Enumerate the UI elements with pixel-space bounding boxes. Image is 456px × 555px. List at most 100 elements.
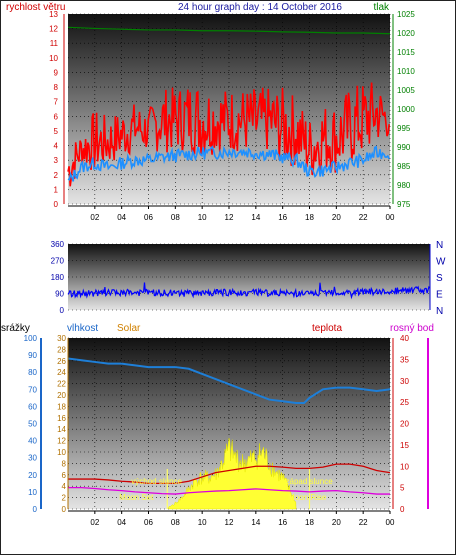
climate-x-tick-label: 04 xyxy=(117,518,126,527)
pressure-tick-label: 985 xyxy=(397,162,411,171)
pressure-tick-label: 1025 xyxy=(397,10,415,19)
humidity-tick-label: 40 xyxy=(28,437,37,446)
humidity-tick-label: 70 xyxy=(28,385,37,394)
wind-direction-line xyxy=(67,282,431,300)
rain-axis-label: srážky xyxy=(1,323,30,334)
temperature-tick-label: 5 xyxy=(400,484,405,493)
dew-point-line xyxy=(68,486,390,495)
pressure-tick-label: 1000 xyxy=(397,105,415,114)
rain-tick-label: 14 xyxy=(57,425,66,434)
wind-x-tick-label: 02 xyxy=(90,213,99,222)
compass-label: S xyxy=(436,273,443,284)
pressure-tick-label: 980 xyxy=(397,181,411,190)
wind-x-tick-label: 00 xyxy=(386,213,395,222)
compass-label: W xyxy=(436,257,446,268)
pressure-tick-label: 975 xyxy=(397,200,411,209)
climate-x-tick-label: 22 xyxy=(359,518,368,527)
wind-tick-label: 8 xyxy=(54,83,59,92)
rain-tick-label: 8 xyxy=(62,459,67,468)
rain-tick-label: 20 xyxy=(57,391,66,400)
wind-tick-label: 4 xyxy=(54,142,59,151)
climate-x-tick-label: 14 xyxy=(251,518,260,527)
temperature-tick-label: 35 xyxy=(400,355,409,364)
compass-label: N xyxy=(436,306,443,317)
climate-x-tick-label: 12 xyxy=(225,518,234,527)
wind-speed-axis-label: rychlost větru xyxy=(6,2,65,13)
pressure-tick-label: 1010 xyxy=(397,67,415,76)
wind-tick-label: 0 xyxy=(54,200,59,209)
temperature-tick-label: 20 xyxy=(400,420,409,429)
wind-x-tick-label: 18 xyxy=(305,213,314,222)
rain-tick-label: 28 xyxy=(57,345,66,354)
pressure-tick-label: 995 xyxy=(397,124,411,133)
dew-point-axis-label: rosný bod xyxy=(390,323,434,334)
humidity-tick-label: 0 xyxy=(33,505,38,514)
wind-x-tick-label: 14 xyxy=(251,213,260,222)
climate-x-tick-label: 18 xyxy=(305,518,314,527)
climate-x-tick-label: 00 xyxy=(386,518,395,527)
climate-x-tick-label: 20 xyxy=(332,518,341,527)
humidity-axis-label: vlhkost xyxy=(67,323,98,334)
direction-tick-label: 270 xyxy=(51,257,65,266)
annotation-label: Moon Set xyxy=(119,493,154,502)
humidity-line xyxy=(67,357,391,404)
climate-x-tick-label: 16 xyxy=(278,518,287,527)
direction-tick-label: 180 xyxy=(51,273,65,282)
direction-tick-label: 90 xyxy=(55,290,64,299)
pressure-tick-label: 1015 xyxy=(397,48,415,57)
wind-tick-label: 6 xyxy=(54,112,59,121)
solar-axis-label: Solar xyxy=(117,323,141,334)
solar-area xyxy=(168,437,297,510)
wind-average-line xyxy=(67,145,390,182)
wind-tick-label: 7 xyxy=(54,98,59,107)
rain-tick-label: 16 xyxy=(57,414,66,423)
pressure-tick-label: 1020 xyxy=(397,29,415,38)
rain-tick-label: 0 xyxy=(62,505,67,514)
wind-x-tick-label: 08 xyxy=(171,213,180,222)
humidity-tick-label: 30 xyxy=(28,454,37,463)
rain-tick-label: 4 xyxy=(62,482,67,491)
climate-x-tick-label: 08 xyxy=(171,518,180,527)
humidity-tick-label: 60 xyxy=(28,402,37,411)
rain-tick-label: 6 xyxy=(62,471,67,480)
compass-label: N xyxy=(436,240,443,251)
pressure-axis-label: tlak xyxy=(373,2,390,13)
wind-tick-label: 12 xyxy=(49,25,58,34)
temperature-tick-label: 15 xyxy=(400,441,409,450)
wind-x-tick-label: 16 xyxy=(278,213,287,222)
compass-label: E xyxy=(436,290,443,301)
temperature-line xyxy=(68,463,391,485)
humidity-tick-label: 90 xyxy=(28,351,37,360)
rain-tick-label: 18 xyxy=(57,402,66,411)
pressure-tick-label: 1005 xyxy=(397,86,415,95)
wind-tick-label: 2 xyxy=(54,171,59,180)
wind-gust-line xyxy=(67,82,390,187)
humidity-tick-label: 20 xyxy=(28,471,37,480)
rain-tick-label: 26 xyxy=(57,357,66,366)
pressure-tick-label: 990 xyxy=(397,143,411,152)
temperature-axis-label: teplota xyxy=(312,323,342,334)
temperature-tick-label: 40 xyxy=(400,334,409,343)
temperature-tick-label: 30 xyxy=(400,377,409,386)
climate-x-tick-label: 10 xyxy=(198,518,207,527)
rain-tick-label: 22 xyxy=(57,380,66,389)
wind-x-tick-label: 04 xyxy=(117,213,126,222)
rain-tick-label: 10 xyxy=(57,448,66,457)
temperature-tick-label: 25 xyxy=(400,398,409,407)
annotation-label: východ slunce xyxy=(131,477,182,486)
direction-tick-label: 360 xyxy=(51,240,65,249)
wind-tick-label: 5 xyxy=(54,127,59,136)
wind-plot-background xyxy=(68,14,390,204)
rain-tick-label: 30 xyxy=(57,334,66,343)
wind-tick-label: 11 xyxy=(50,39,59,48)
wind-tick-label: 3 xyxy=(54,156,59,165)
humidity-tick-label: 80 xyxy=(28,368,37,377)
humidity-tick-label: 100 xyxy=(24,334,38,343)
rain-tick-label: 24 xyxy=(57,368,66,377)
climate-x-tick-label: 06 xyxy=(144,518,153,527)
climate-x-tick-label: 02 xyxy=(90,518,99,527)
humidity-tick-label: 50 xyxy=(28,420,37,429)
wind-tick-label: 9 xyxy=(54,68,59,77)
wind-x-tick-label: 12 xyxy=(225,213,234,222)
